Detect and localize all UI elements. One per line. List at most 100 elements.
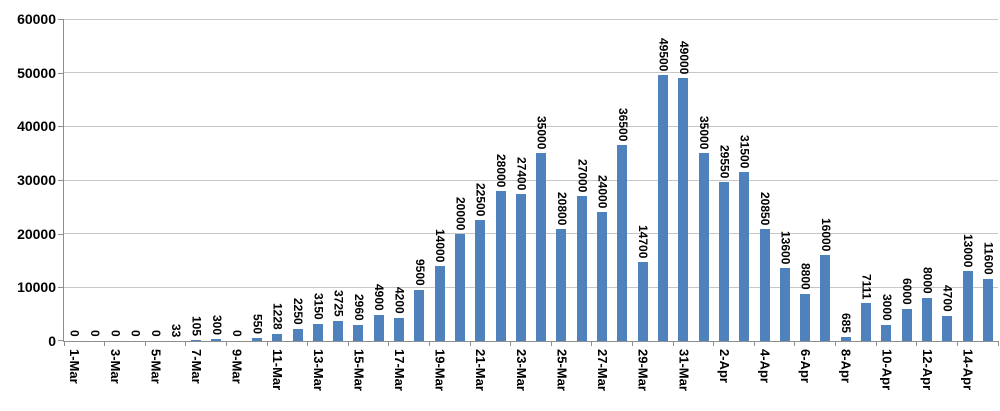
gridline: [64, 233, 998, 235]
bar: [637, 262, 648, 341]
bar: [495, 191, 506, 341]
bar-value-label: 2250: [291, 298, 305, 325]
x-axis-tick: [875, 341, 877, 346]
bar: [353, 325, 364, 341]
y-axis-label: 0: [48, 333, 56, 349]
bar: [272, 334, 283, 341]
bar: [576, 196, 587, 341]
bar: [657, 75, 668, 341]
bar-value-label: 8000: [920, 267, 935, 294]
bar: [921, 298, 932, 341]
x-axis-label: 13-Mar: [310, 349, 326, 391]
bar: [881, 325, 892, 341]
x-axis-label: 15-Mar: [351, 349, 367, 391]
bar: [536, 153, 547, 341]
bar: [394, 318, 405, 341]
bar: [982, 279, 993, 341]
bar-value-label: 4200: [392, 287, 407, 314]
bar-value-label: 28000: [494, 153, 509, 187]
bar-value-label: 49500: [656, 37, 671, 71]
x-axis-tick: [997, 341, 999, 346]
bar-value-label: 20850: [758, 191, 772, 225]
x-axis-tick: [469, 341, 471, 346]
x-axis-tick: [835, 341, 837, 346]
x-axis-label: 14-Apr: [960, 349, 976, 391]
bar-value-label: 20800: [554, 191, 569, 225]
bar-value-label: 0: [108, 330, 123, 337]
x-axis-label: 7-Mar: [188, 349, 204, 384]
plot-area: 0 10000 20000 30000 40000 50000 60000 0 0 0 0 0 33 10…: [17, 11, 999, 391]
bar-value-label: 22500: [473, 182, 488, 216]
bar: [556, 229, 567, 341]
y-axis-tick: [58, 180, 63, 181]
x-axis-label: 11-Mar: [270, 349, 286, 391]
bar: [901, 309, 912, 341]
gridline: [64, 125, 998, 127]
x-axis-tick: [185, 341, 187, 346]
bar-value-label: 3000: [879, 294, 894, 321]
y-axis-label: 60000: [17, 11, 56, 27]
bar: [454, 234, 465, 341]
bar-value-label: 7111: [859, 273, 874, 299]
gridline: [64, 18, 998, 20]
bar-value-label: 3725: [331, 290, 346, 317]
x-axis-label: 9-Mar: [229, 349, 245, 384]
bar: [515, 194, 526, 341]
bar-value-label: 0: [87, 330, 102, 337]
bar-value-label: 24000: [595, 174, 610, 208]
x-axis-label: 27-Mar: [595, 349, 611, 391]
bar-value-label: 550: [250, 313, 265, 334]
gridline: [64, 286, 998, 288]
x-axis-tick: [672, 341, 674, 346]
x-axis-label: 21-Mar: [473, 349, 489, 391]
x-axis-label: 29-Mar: [635, 349, 651, 391]
x-axis-tick: [713, 341, 715, 346]
bar: [861, 303, 872, 341]
bar: [779, 268, 790, 341]
bar-value-label: 33: [169, 323, 184, 337]
bar-value-label: 14000: [433, 228, 448, 262]
gridline: [64, 179, 998, 181]
bar-value-label: 49000: [676, 40, 691, 74]
x-axis-label: 19-Mar: [432, 349, 448, 391]
bar-value-label: 20000: [453, 196, 468, 230]
bar-value-label: 685: [839, 312, 854, 333]
x-axis-tick: [956, 341, 958, 346]
bar: [251, 338, 262, 341]
bar-value-label: 36500: [615, 107, 630, 141]
x-axis-label: 5-Mar: [148, 349, 164, 384]
y-axis-tick: [58, 72, 63, 74]
y-axis-tick: [58, 233, 63, 235]
bar: [597, 212, 608, 341]
x-axis-tick: [794, 341, 796, 346]
x-axis-label: 2-Apr: [716, 349, 732, 383]
bar-value-label: 8800: [798, 263, 813, 290]
y-axis-label: 20000: [17, 225, 56, 242]
bar: [312, 324, 323, 341]
bar-value-label: 35000: [697, 115, 712, 149]
x-axis-label: 8-Apr: [838, 349, 854, 383]
bar-value-label: 0: [67, 330, 82, 337]
bar: [800, 294, 811, 341]
x-axis-label: 23-Mar: [513, 349, 529, 391]
x-axis-tick: [591, 341, 593, 346]
bar-value-label: 0: [128, 330, 143, 337]
x-axis-tick: [225, 341, 227, 346]
x-axis-tick: [550, 341, 552, 346]
y-axis-tick: [58, 126, 63, 128]
y-axis-tick: [58, 19, 63, 20]
bar-value-label: 27400: [514, 156, 529, 190]
bar-value-label: 105: [189, 315, 204, 336]
bar-value-label: 4700: [940, 285, 955, 312]
x-axis-tick: [144, 341, 146, 346]
bar: [373, 315, 384, 341]
bar: [840, 337, 851, 341]
bar-value-label: 35000: [534, 115, 549, 149]
bar-value-label: 300: [209, 314, 224, 335]
bar: [718, 182, 729, 341]
bar-value-label: 3150: [311, 293, 326, 320]
x-axis-label: 1-Mar: [67, 349, 83, 384]
bar-value-label: 6000: [900, 278, 915, 305]
x-axis-tick: [510, 341, 512, 346]
